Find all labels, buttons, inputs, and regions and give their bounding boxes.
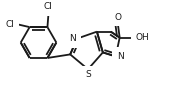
Text: OH: OH — [136, 33, 149, 42]
Text: Cl: Cl — [6, 20, 15, 29]
Text: S: S — [85, 70, 91, 79]
Text: N: N — [117, 52, 123, 61]
Text: N: N — [69, 34, 76, 43]
Text: Cl: Cl — [44, 2, 53, 11]
Text: O: O — [114, 13, 121, 22]
